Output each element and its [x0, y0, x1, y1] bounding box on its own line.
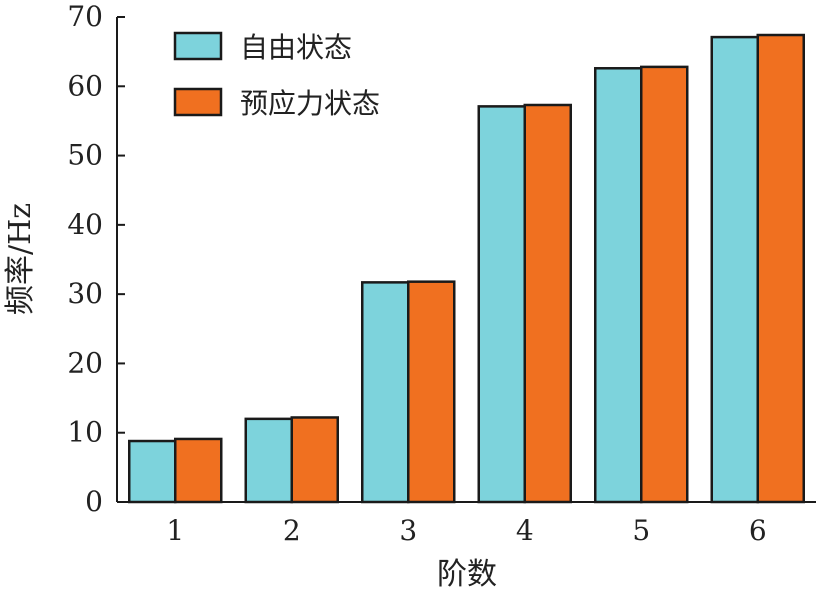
- bar-series-0-cat-1: [128, 439, 177, 504]
- y-tick-label: 20: [67, 346, 103, 379]
- bar-series-1-cat-1: [174, 437, 223, 504]
- bar-series-0-cat-4: [477, 105, 526, 504]
- bar-series-1-cat-2: [290, 416, 339, 504]
- x-tick-label: 2: [283, 514, 301, 547]
- legend-label-1: 预应力状态: [240, 87, 380, 120]
- y-tick-label: 0: [85, 485, 103, 518]
- x-tick-label: 5: [632, 514, 650, 547]
- y-tick-label: 70: [67, 0, 103, 33]
- y-tick-label: 60: [67, 69, 103, 102]
- x-tick-label: 4: [516, 514, 534, 547]
- bar-series-1-cat-4: [523, 103, 572, 504]
- y-tick-label: 10: [67, 416, 103, 449]
- bar-series-0-cat-2: [244, 417, 293, 504]
- x-tick-label: 3: [399, 514, 417, 547]
- bars: [128, 33, 805, 504]
- legend-swatch-1: [173, 87, 223, 117]
- bar-series-1-cat-6: [756, 33, 805, 504]
- bar-series-0-cat-5: [594, 67, 643, 504]
- y-tick-label: 40: [67, 208, 103, 241]
- legend-swatch-0: [173, 31, 223, 61]
- bar-series-1-cat-5: [640, 65, 689, 504]
- x-tick-label: 1: [166, 514, 184, 547]
- bar-series-1-cat-3: [407, 280, 456, 504]
- y-axis-title: 频率/Hz: [3, 203, 38, 315]
- x-axis-title: 阶数: [437, 557, 497, 591]
- x-tick-label: 6: [749, 514, 767, 547]
- y-tick-label: 30: [67, 277, 103, 310]
- tick-labels: 0 10 20 30 40 50 60 70 1 2 3 4 5 6: [67, 0, 766, 547]
- bar-series-0-cat-6: [710, 35, 759, 504]
- bar-series-0-cat-3: [361, 281, 410, 504]
- legend-label-0: 自由状态: [240, 31, 352, 64]
- y-tick-label: 50: [67, 139, 103, 172]
